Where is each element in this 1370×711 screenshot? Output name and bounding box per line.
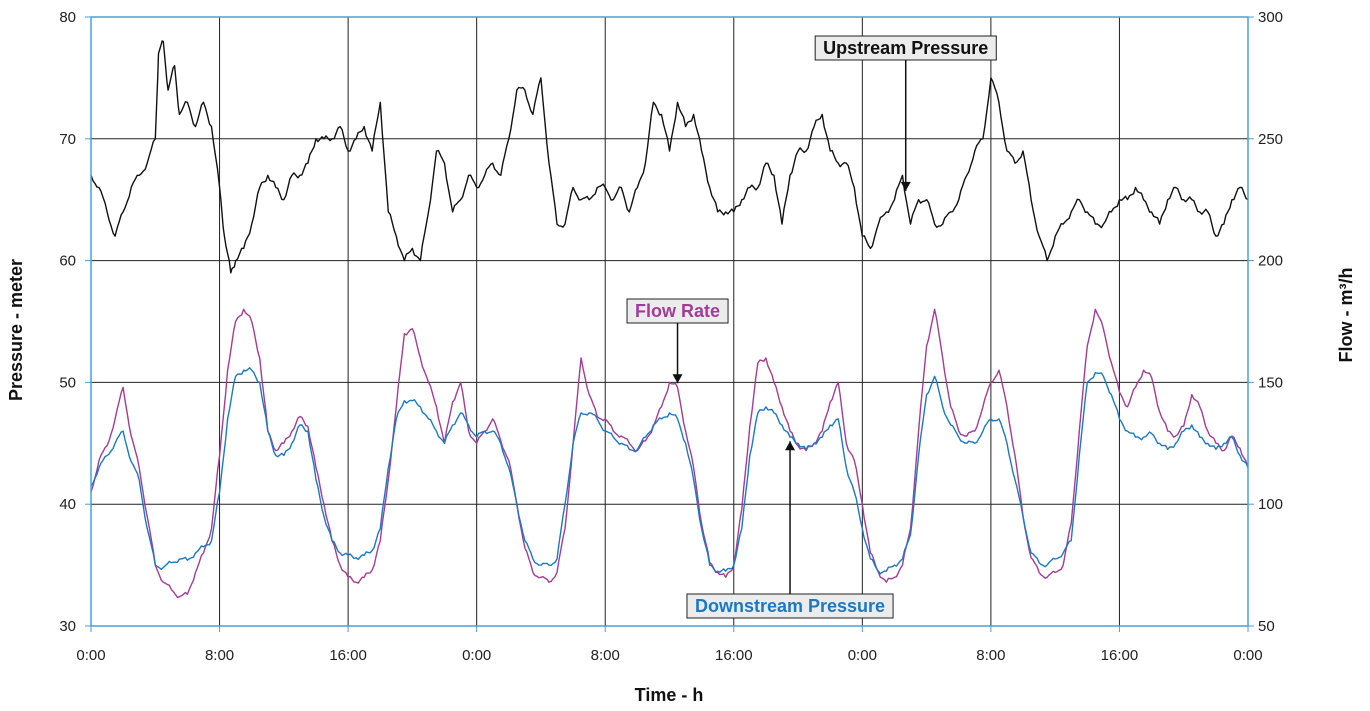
x-tick-label: 0:00 [76, 647, 105, 664]
y-left-tick-label: 40 [59, 496, 76, 513]
y-left-tick-label: 50 [59, 374, 76, 391]
callout-label: Upstream Pressure [823, 38, 988, 58]
y-right-tick-label: 150 [1258, 374, 1283, 391]
y-right-tick-label: 200 [1258, 253, 1283, 270]
x-tick-label: 16:00 [329, 647, 367, 664]
y-left-axis-title: Pressure - meter [6, 259, 26, 401]
x-tick-label: 16:00 [715, 647, 753, 664]
callout-arrow-head [785, 441, 796, 451]
y-left-tick-label: 60 [59, 253, 76, 270]
tick-layer: 30 40 50 60 70 80 50 100 150 200 250 300 0:00 8:00 16:… [59, 9, 1283, 664]
flow-rate-callout: Flow Rate [626, 298, 729, 384]
y-right-tick-label: 300 [1258, 9, 1283, 26]
annotation-layer: Upstream Pressure Flow Rate Downstream Pre… [626, 35, 997, 619]
series-line-downstream [90, 367, 1249, 575]
x-tick-label: 16:00 [1101, 647, 1139, 664]
grid [91, 17, 1248, 626]
x-tick-label: 0:00 [1233, 647, 1262, 664]
downstream-pressure-callout: Downstream Pressure [686, 441, 894, 619]
series-line-upstream [90, 40, 1249, 274]
series-line-flow [90, 308, 1249, 599]
x-tick-label: 0:00 [848, 647, 877, 664]
y-right-axis-title: Flow - m³/h [1336, 268, 1356, 363]
upstream-pressure-callout: Upstream Pressure [814, 35, 997, 191]
y-left-tick-label: 80 [59, 9, 76, 26]
x-tick-label: 8:00 [205, 647, 234, 664]
plot-frame [90, 16, 1249, 627]
y-right-tick-label: 100 [1258, 496, 1283, 513]
callout-label: Downstream Pressure [695, 596, 885, 616]
callout-arrow-head [672, 374, 683, 384]
series-layer [90, 40, 1249, 599]
callout-box [626, 298, 729, 324]
callout-arrow-head [900, 181, 911, 191]
x-tick-label: 8:00 [976, 647, 1005, 664]
callout-label: Flow Rate [635, 301, 720, 321]
y-left-tick-label: 70 [59, 131, 76, 148]
x-tick-label: 8:00 [591, 647, 620, 664]
callout-box [814, 35, 997, 61]
y-left-tick-label: 30 [59, 618, 76, 635]
x-tick-label: 0:00 [462, 647, 491, 664]
x-axis-title: Time - h [635, 685, 704, 705]
y-right-tick-label: 250 [1258, 131, 1283, 148]
callout-box [686, 593, 894, 619]
y-right-tick-label: 50 [1258, 618, 1275, 635]
